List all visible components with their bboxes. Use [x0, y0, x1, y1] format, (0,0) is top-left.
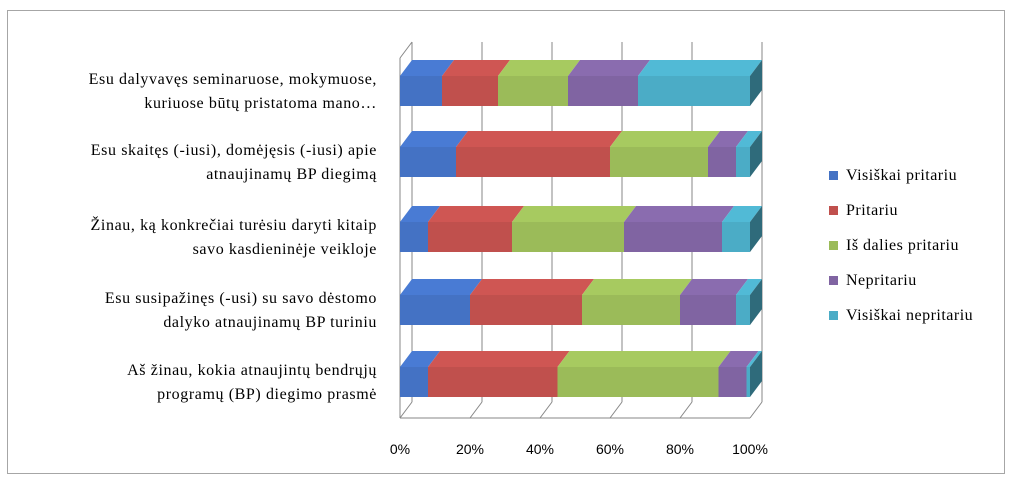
category-label: atnaujinamų BP diegimą	[206, 166, 377, 183]
bar-end-face	[750, 60, 762, 106]
x-tick-label: 40%	[526, 441, 554, 457]
bar-segment	[708, 147, 736, 177]
bar-segment	[428, 222, 512, 252]
bar-segment	[582, 295, 680, 325]
x-tick-label: 20%	[456, 441, 484, 457]
bar-segment	[638, 76, 750, 106]
bar-segment-top	[456, 131, 622, 147]
bar-segment-top	[680, 279, 748, 295]
category-label: Žinau, ką konkrečiai turėsiu daryti kita…	[91, 215, 377, 234]
legend-swatch	[829, 276, 838, 285]
legend-swatch	[829, 311, 838, 320]
bar-segment-top	[512, 206, 636, 222]
bar-segment	[557, 367, 719, 397]
bar-segment-top	[708, 131, 748, 147]
bar-end-face	[750, 351, 762, 397]
bar-segment-top	[470, 279, 594, 295]
bar-segment-top	[400, 206, 440, 222]
bar-segment-top	[624, 206, 734, 222]
bar-segment	[400, 295, 470, 325]
bar-end-face	[750, 206, 762, 252]
left-wall-top-edge	[399, 41, 413, 59]
bar-segment-top	[722, 206, 762, 222]
bar-segment-top	[582, 279, 692, 295]
category-label: dalyko atnaujinamų BP turiniu	[163, 314, 377, 331]
bar-segment-top	[428, 351, 570, 367]
bar-segment	[722, 222, 750, 252]
bar-segment	[736, 147, 750, 177]
bar-segment-top	[400, 60, 454, 76]
legend-label: Iš dalies pritariu	[846, 237, 959, 254]
legend-swatch	[829, 241, 838, 250]
bar-segment	[746, 367, 750, 397]
bar-segment-top	[400, 131, 468, 147]
floor-gridline	[469, 401, 483, 419]
bar-segment-top	[718, 351, 759, 367]
category-label: kuriuose būtų pristatoma mano…	[144, 95, 377, 112]
category-label: Esu skaitęs (-iusi), domėjęsis (-iusi) a…	[91, 142, 377, 159]
bar-segment	[568, 76, 638, 106]
bar-segment	[428, 367, 558, 397]
bar-segment-top	[400, 351, 440, 367]
floor-gridline	[399, 401, 413, 419]
bar-segment-top	[428, 206, 524, 222]
bar-segment-top	[746, 351, 762, 367]
category-label: Esu susipažinęs (-usi) su savo dėstomo	[105, 290, 377, 307]
bar-segment	[680, 295, 736, 325]
legend-swatch	[829, 206, 838, 215]
category-label: Esu dalyvavęs seminaruose, mokymuose,	[89, 71, 377, 88]
bar-segment-top	[498, 60, 580, 76]
floor-gridline	[679, 401, 693, 419]
bar-end-face	[750, 131, 762, 177]
legend-label: Visiškai pritariu	[846, 167, 957, 184]
legend-label: Pritariu	[846, 202, 898, 219]
bar-segment	[624, 222, 722, 252]
category-label: Aš žinau, kokia atnaujintų bendrųjų	[127, 362, 377, 379]
bar-segment	[400, 367, 428, 397]
bar-segment-top	[568, 60, 650, 76]
floor-gridline	[609, 401, 623, 419]
x-tick-label: 0%	[390, 441, 410, 457]
legend-swatch	[829, 171, 838, 180]
bar-segment	[736, 295, 750, 325]
bar-segment	[512, 222, 624, 252]
x-tick-label: 60%	[596, 441, 624, 457]
bar-segment	[442, 76, 498, 106]
bar-segment	[470, 295, 582, 325]
bar-segment-top	[638, 60, 762, 76]
legend-label: Visiškai nepritariu	[846, 307, 973, 324]
bar-segment	[456, 147, 610, 177]
category-label: programų (BP) diegimo prasmė	[157, 386, 377, 403]
bar-segment	[498, 76, 568, 106]
bar-end-face	[750, 279, 762, 325]
floor-gridline	[539, 401, 553, 419]
bar-segment-top	[736, 279, 762, 295]
category-label: savo kasdieninėje veikloje	[193, 241, 377, 258]
floor-gridline	[749, 401, 763, 419]
x-tick-label: 80%	[666, 441, 694, 457]
bar-segment-top	[557, 351, 731, 367]
bar-segment	[400, 147, 456, 177]
legend-label: Nepritariu	[846, 272, 917, 289]
bar-segment	[400, 76, 442, 106]
bar-segment-top	[400, 279, 482, 295]
bar-segment	[610, 147, 708, 177]
bar-segment	[718, 367, 747, 397]
bar-segment	[400, 222, 428, 252]
bar-segment-top	[442, 60, 510, 76]
bar-segment-top	[736, 131, 762, 147]
x-tick-label: 100%	[732, 441, 768, 457]
bar-segment-top	[610, 131, 720, 147]
